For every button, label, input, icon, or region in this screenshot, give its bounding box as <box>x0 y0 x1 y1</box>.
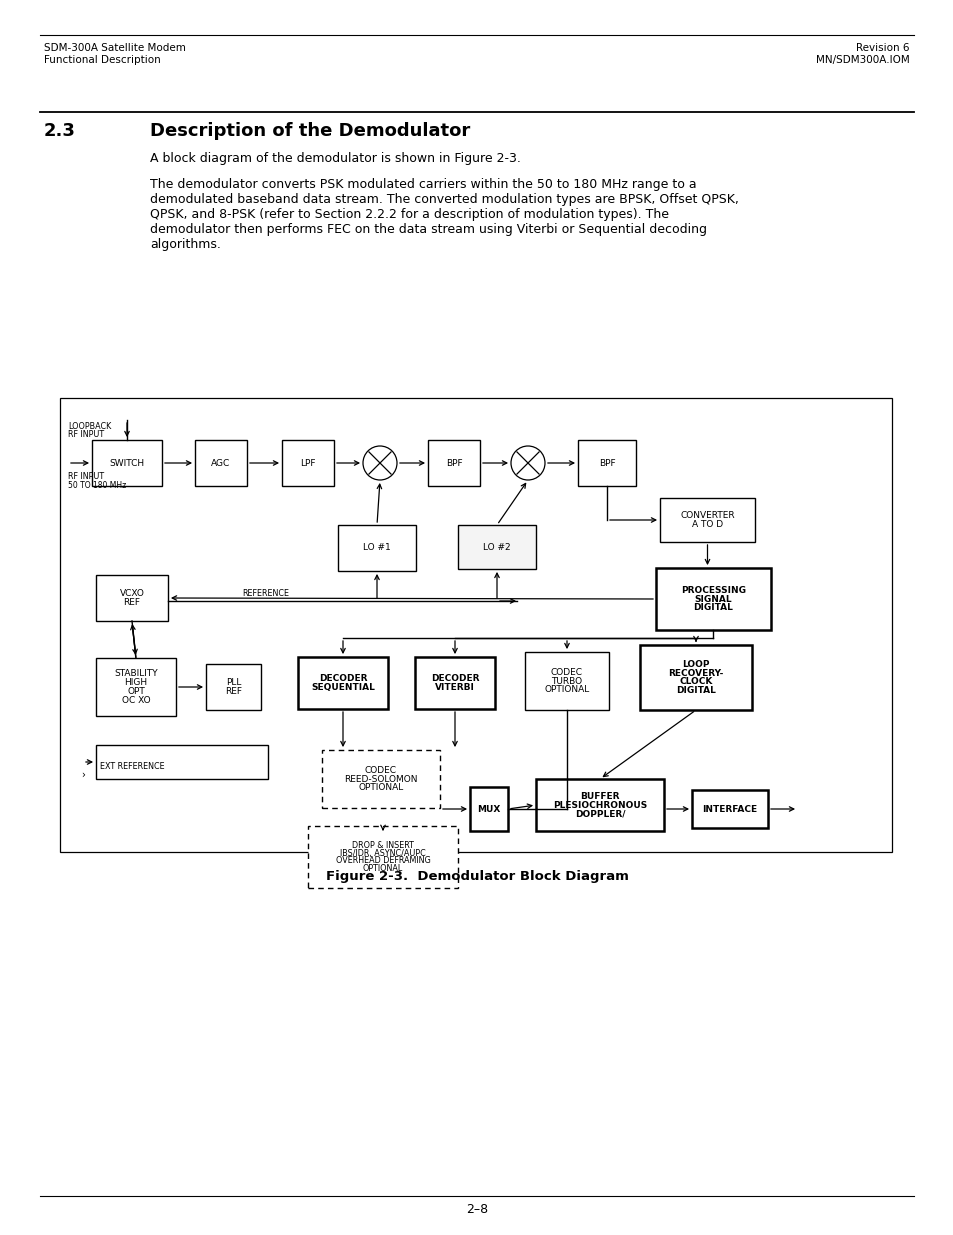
Bar <box>470 787 507 831</box>
Bar <box>659 498 754 542</box>
Text: CODEC: CODEC <box>365 766 396 774</box>
Text: LOOP: LOOP <box>681 659 709 669</box>
Text: REED-SOLOMON: REED-SOLOMON <box>344 774 417 783</box>
Text: BUFFER: BUFFER <box>579 792 619 800</box>
Text: 2.3: 2.3 <box>44 122 76 140</box>
Text: MUX: MUX <box>476 804 500 814</box>
Bar <box>691 790 767 827</box>
Text: SIGNAL: SIGNAL <box>694 594 732 604</box>
Text: SWITCH: SWITCH <box>110 458 145 468</box>
Text: 2–8: 2–8 <box>465 1203 488 1216</box>
Bar <box>60 398 891 852</box>
Bar <box>578 440 636 487</box>
Text: REF: REF <box>225 687 242 695</box>
Text: DROP & INSERT: DROP & INSERT <box>352 841 414 850</box>
Text: OC XO: OC XO <box>122 695 151 705</box>
Text: CONVERTER: CONVERTER <box>679 511 734 520</box>
Bar <box>337 525 416 571</box>
Text: DECODER: DECODER <box>318 674 367 683</box>
Bar <box>91 440 162 487</box>
Text: PLESIOCHRONOUS: PLESIOCHRONOUS <box>553 800 646 809</box>
Text: LO #1: LO #1 <box>363 543 391 552</box>
Text: STABILITY: STABILITY <box>114 669 157 678</box>
Text: IBS/IDR, ASYNC/AUPC: IBS/IDR, ASYNC/AUPC <box>340 848 425 857</box>
Bar <box>206 664 261 710</box>
Text: OPT: OPT <box>127 687 145 695</box>
Text: Functional Description: Functional Description <box>44 56 161 65</box>
Bar <box>457 525 536 569</box>
Text: EXT REFERENCE: EXT REFERENCE <box>100 762 165 771</box>
Text: REFERENCE: REFERENCE <box>242 589 289 598</box>
Text: MN/SDM300A.IOM: MN/SDM300A.IOM <box>816 56 909 65</box>
Text: INTERFACE: INTERFACE <box>701 804 757 814</box>
Text: OPTIONAL: OPTIONAL <box>362 864 403 873</box>
Bar <box>282 440 334 487</box>
Text: PLL: PLL <box>226 678 241 687</box>
Text: ›: › <box>81 769 85 781</box>
Text: BPF: BPF <box>598 458 615 468</box>
Bar <box>524 652 608 710</box>
Text: A block diagram of the demodulator is shown in Figure 2-3.: A block diagram of the demodulator is sh… <box>150 152 520 165</box>
Bar <box>656 568 770 630</box>
Text: OPTIONAL: OPTIONAL <box>544 685 589 694</box>
Text: BPF: BPF <box>445 458 462 468</box>
Text: LPF: LPF <box>300 458 315 468</box>
Text: HIGH: HIGH <box>124 678 148 687</box>
Text: A TO D: A TO D <box>691 520 722 529</box>
Text: AGC: AGC <box>212 458 231 468</box>
Text: DIGITAL: DIGITAL <box>676 687 715 695</box>
Text: DECODER: DECODER <box>431 674 478 683</box>
Text: OPTIONAL: OPTIONAL <box>358 783 403 793</box>
Bar <box>536 779 663 831</box>
Bar <box>639 645 751 710</box>
Text: RF INPUT: RF INPUT <box>68 472 104 480</box>
Text: VCXO: VCXO <box>119 589 144 598</box>
Text: PROCESSING: PROCESSING <box>680 585 745 595</box>
Text: Revision 6: Revision 6 <box>856 43 909 53</box>
Text: VITERBI: VITERBI <box>435 683 475 692</box>
Text: LO #2: LO #2 <box>482 542 510 552</box>
Text: Description of the Demodulator: Description of the Demodulator <box>150 122 470 140</box>
Text: LOOPBACK: LOOPBACK <box>68 422 112 431</box>
Text: TURBO: TURBO <box>551 677 582 685</box>
Text: RECOVERY-: RECOVERY- <box>668 668 723 678</box>
Bar <box>194 440 247 487</box>
Text: SDM-300A Satellite Modem: SDM-300A Satellite Modem <box>44 43 186 53</box>
Bar <box>415 657 495 709</box>
Text: SEQUENTIAL: SEQUENTIAL <box>311 683 375 692</box>
Text: The demodulator converts PSK modulated carriers within the 50 to 180 MHz range t: The demodulator converts PSK modulated c… <box>150 178 739 251</box>
Bar <box>308 826 457 888</box>
Text: OVERHEAD DEFRAMING: OVERHEAD DEFRAMING <box>335 856 430 866</box>
Bar <box>96 658 175 716</box>
Bar <box>297 657 388 709</box>
Bar <box>428 440 479 487</box>
Text: DIGITAL: DIGITAL <box>693 603 733 613</box>
Text: CODEC: CODEC <box>551 668 582 677</box>
Text: DOPPLER/: DOPPLER/ <box>574 809 624 819</box>
Bar <box>322 750 439 808</box>
Text: REF: REF <box>123 598 140 606</box>
Bar <box>96 745 268 779</box>
Bar <box>96 576 168 621</box>
Text: RF INPUT: RF INPUT <box>68 430 104 438</box>
Text: Figure 2-3.  Demodulator Block Diagram: Figure 2-3. Demodulator Block Diagram <box>325 869 628 883</box>
Text: CLOCK: CLOCK <box>679 677 712 687</box>
Text: 50 TO 180 MHz: 50 TO 180 MHz <box>68 480 126 490</box>
